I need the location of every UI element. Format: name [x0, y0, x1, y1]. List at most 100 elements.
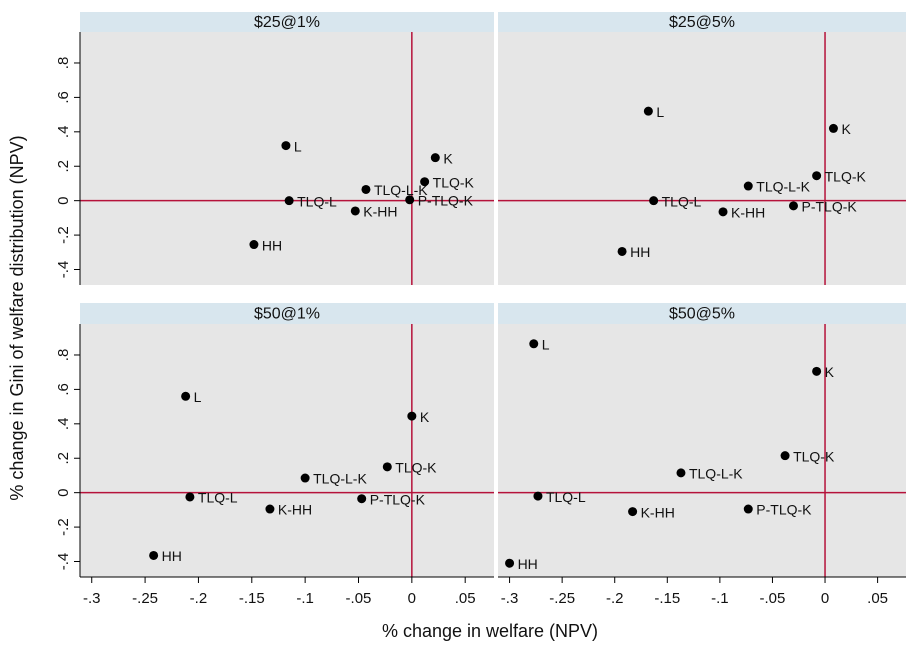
x-tick-label: -.25	[549, 590, 575, 607]
point	[185, 492, 195, 502]
plot-area	[80, 32, 494, 285]
point-label: L	[294, 138, 302, 154]
y-tick-label: .4	[55, 418, 72, 431]
x-axis-title: % change in welfare (NPV)	[382, 621, 598, 641]
point-label: TLQ-L-K	[313, 471, 367, 487]
x-tick-label: .05	[455, 590, 476, 607]
panel-header	[498, 303, 906, 324]
point-label: TLQ-K	[793, 448, 835, 464]
x-tick-label: .05	[867, 590, 888, 607]
point-label: TLQ-L	[198, 490, 238, 506]
point	[812, 366, 822, 376]
point-label: P-TLQ-K	[418, 193, 474, 209]
point	[382, 462, 392, 472]
x-tick-label: -.3	[83, 590, 101, 607]
point-label: TLQ-L	[297, 193, 337, 209]
point	[676, 468, 686, 478]
point	[430, 153, 440, 163]
point-label: TLQ-L-K	[374, 182, 428, 198]
plot-area	[80, 324, 494, 577]
point-label: P-TLQ-K	[801, 199, 857, 215]
point-label: TLQ-L-K	[756, 179, 810, 195]
point	[812, 171, 822, 181]
point	[628, 507, 638, 517]
panel-header	[498, 12, 906, 32]
point	[350, 206, 360, 216]
point-label: HH	[518, 556, 538, 572]
point	[529, 339, 539, 349]
point	[505, 558, 515, 568]
point	[643, 106, 653, 116]
point-label: TLQ-K	[825, 168, 867, 184]
point-label: K-HH	[363, 204, 397, 220]
panel-header	[80, 12, 494, 32]
point	[405, 195, 415, 205]
y-axis-title: % change in Gini of welfare distribution…	[7, 135, 27, 500]
point	[743, 504, 753, 514]
y-tick-label: -.4	[55, 553, 72, 571]
x-tick-label: -.05	[346, 590, 372, 607]
point-label: K-HH	[641, 504, 675, 520]
point-label: TLQ-L	[546, 489, 586, 505]
point-label: HH	[262, 237, 282, 253]
point-label: HH	[162, 548, 182, 564]
point	[828, 123, 838, 133]
point-label: K	[825, 364, 835, 380]
x-tick-label: -.3	[501, 590, 519, 607]
y-tick-label: -.4	[55, 261, 72, 279]
y-tick-label: .2	[55, 160, 72, 173]
x-tick-label: -.1	[711, 590, 729, 607]
point	[533, 491, 543, 501]
panel-title: $25@1%	[254, 14, 320, 31]
point-label: K-HH	[278, 502, 312, 518]
point-label: TLQ-K	[433, 174, 475, 190]
point-label: K-HH	[731, 205, 765, 221]
point	[407, 411, 417, 421]
point-label: P-TLQ-K	[756, 502, 812, 518]
x-tick-label: 0	[408, 590, 416, 607]
point	[617, 246, 627, 256]
point	[357, 494, 367, 504]
point-label: TLQ-L	[662, 193, 702, 209]
panel-title: $50@5%	[669, 306, 735, 323]
y-tick-label: .2	[55, 452, 72, 465]
point	[181, 391, 191, 401]
x-tick-label: 0	[821, 590, 829, 607]
point	[281, 141, 291, 151]
y-tick-label: .8	[55, 349, 72, 362]
panel-header	[80, 303, 494, 324]
x-tick-label: -.2	[190, 590, 208, 607]
point	[249, 240, 259, 250]
point	[265, 504, 275, 514]
point	[361, 184, 371, 194]
y-tick-label: .8	[55, 57, 72, 70]
point-label: HH	[630, 244, 650, 260]
point	[149, 550, 159, 560]
point	[780, 451, 790, 461]
x-tick-label: -.15	[654, 590, 680, 607]
y-tick-label: -.2	[55, 226, 72, 244]
x-tick-label: -.1	[296, 590, 314, 607]
point-label: K	[443, 150, 453, 166]
panel-title: $50@1%	[254, 306, 320, 323]
x-tick-label: -.25	[132, 590, 158, 607]
y-tick-label: -.2	[55, 518, 72, 536]
point	[420, 177, 430, 187]
y-tick-label: 0	[55, 488, 72, 496]
point-label: K	[420, 409, 430, 425]
point	[743, 181, 753, 191]
point	[788, 201, 798, 211]
point	[300, 473, 310, 483]
point-label: L	[656, 104, 664, 120]
point-label: TLQ-L-K	[689, 466, 743, 482]
y-tick-label: .6	[55, 91, 72, 104]
point-label: K	[841, 121, 851, 137]
point-label: P-TLQ-K	[370, 491, 426, 507]
y-tick-label: .6	[55, 383, 72, 396]
point	[649, 196, 659, 206]
plot-area	[498, 324, 906, 577]
y-tick-label: 0	[55, 196, 72, 204]
point-label: L	[194, 389, 202, 405]
x-tick-label: -.05	[760, 590, 786, 607]
